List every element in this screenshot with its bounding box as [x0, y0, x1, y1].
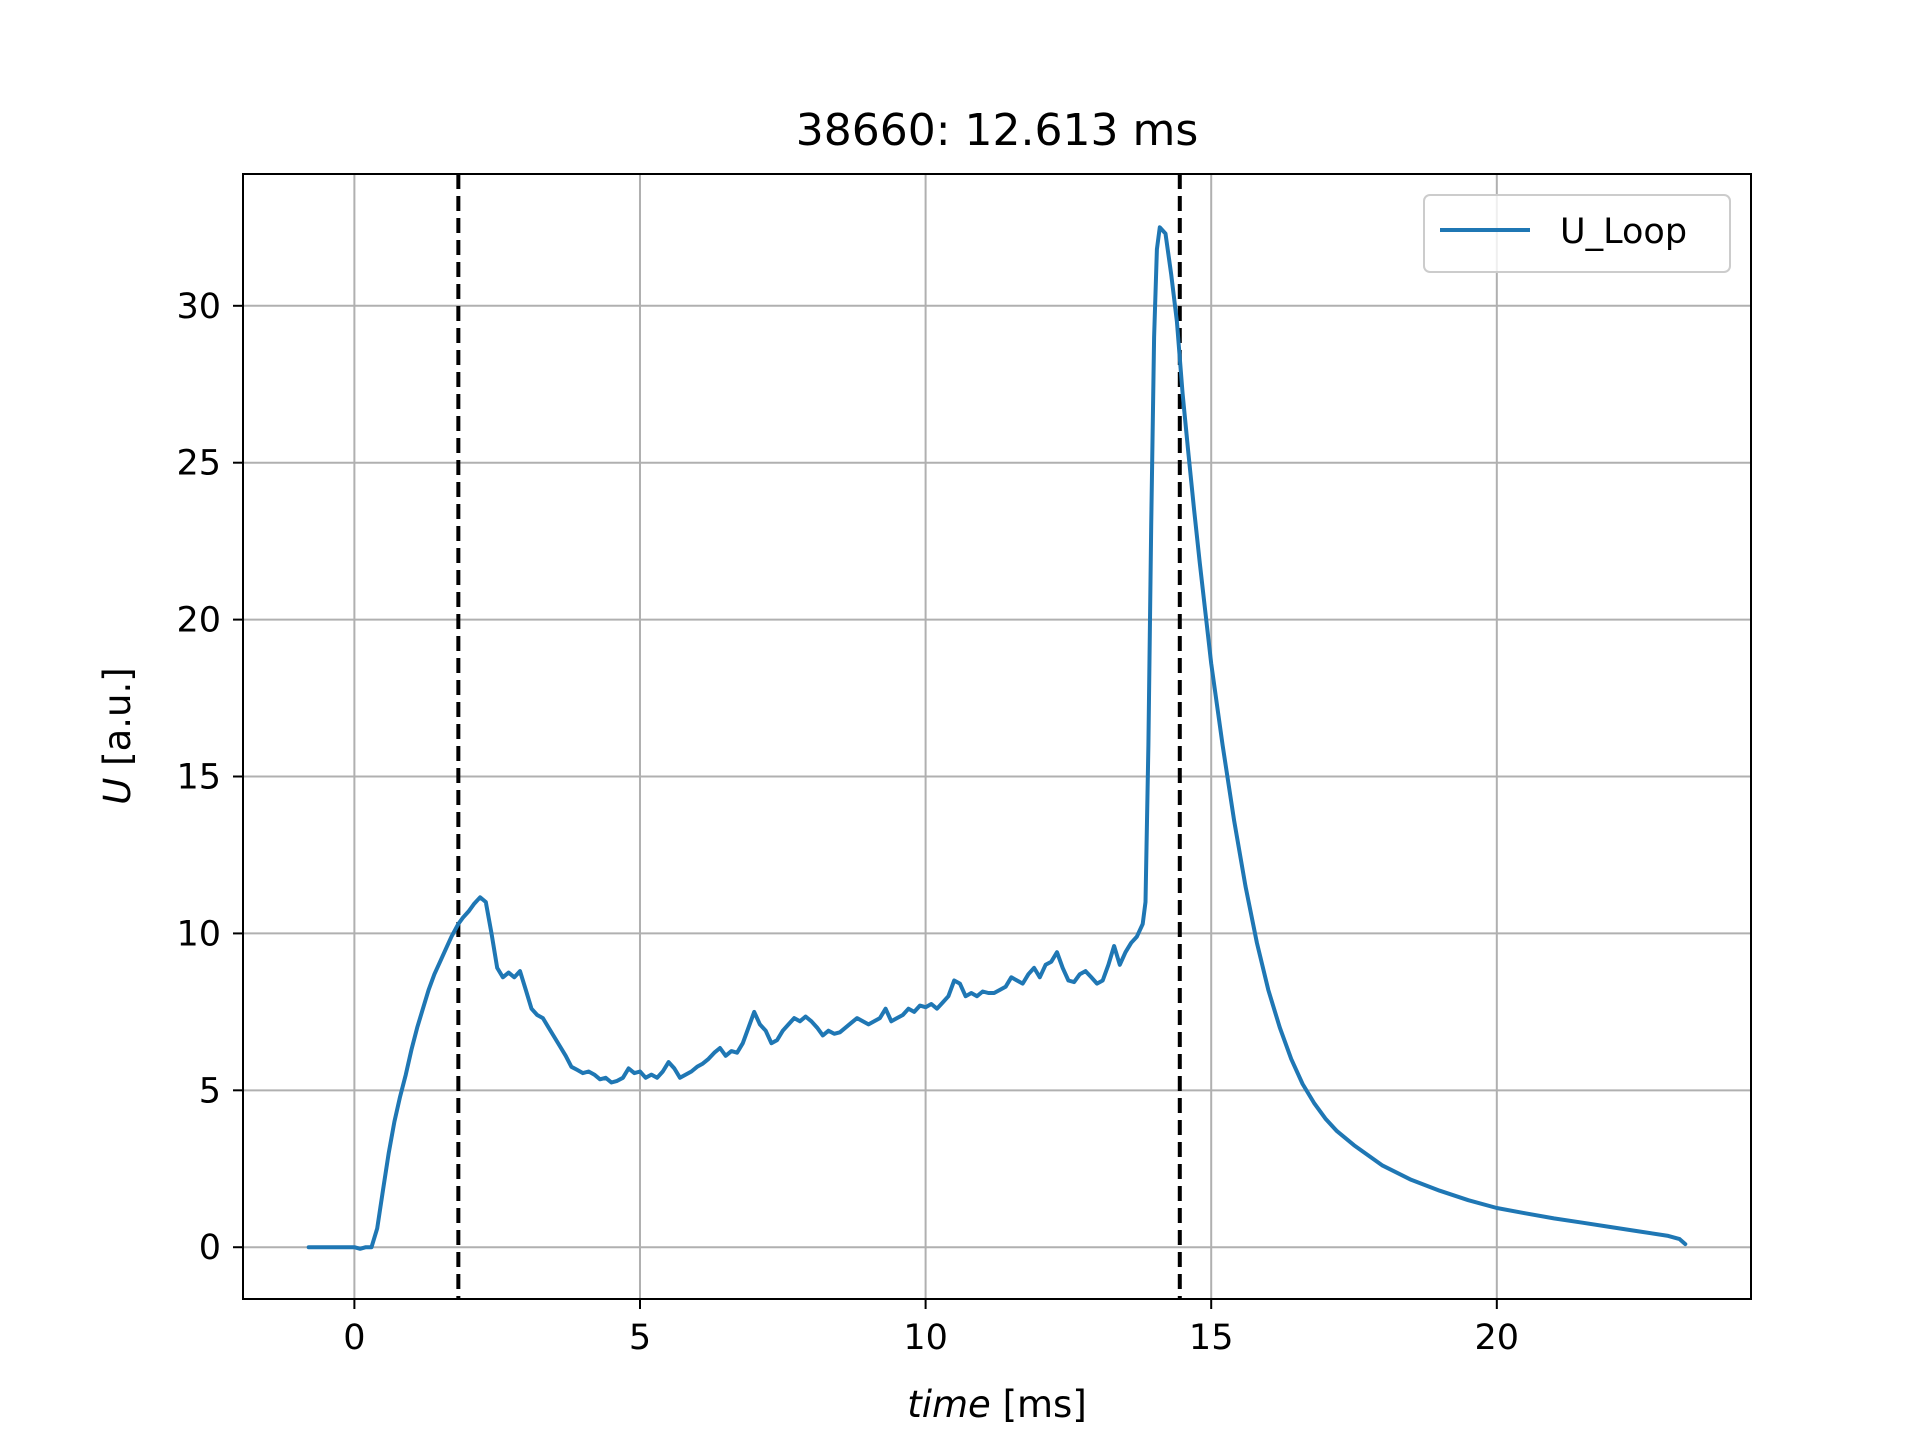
y-axis-label-unit: [a.u.]: [96, 667, 139, 777]
legend: U_Loop: [1423, 194, 1731, 273]
x-tick-label-0: 0: [343, 1318, 365, 1358]
y-axis-label-variable: U: [96, 778, 139, 805]
ticks: 0 5 10 15 20 0 5 10 15 20 25 30: [176, 287, 1519, 1358]
plot-frame: [242, 173, 1752, 1300]
grid: [243, 174, 1751, 1299]
plot-background: [243, 174, 1751, 1299]
x-tick-label-10: 10: [903, 1318, 948, 1358]
y-tick-label-30: 30: [176, 287, 221, 327]
series-line-u-loop: [306, 225, 1688, 1251]
x-tick-label-5: 5: [629, 1318, 651, 1358]
legend-label-u-loop: U_Loop: [1560, 212, 1687, 252]
y-tick-label-25: 25: [176, 444, 221, 484]
y-tick-label-10: 10: [176, 914, 221, 954]
x-axis-label-unit: [ms]: [991, 1383, 1087, 1426]
y-tick-label-20: 20: [176, 601, 221, 641]
x-tick-label-20: 20: [1475, 1318, 1520, 1358]
chart-title: 38660: 12.613 ms: [796, 105, 1199, 156]
x-tick-label-15: 15: [1189, 1318, 1234, 1358]
legend-frame: [1423, 194, 1731, 273]
series-layer: [306, 225, 1688, 1251]
x-axis-label: time [ms]: [907, 1383, 1087, 1426]
y-tick-label-5: 5: [199, 1071, 221, 1111]
y-tick-label-0: 0: [199, 1228, 221, 1268]
y-tick-label-15: 15: [176, 758, 221, 798]
y-axis-label: U [a.u.]: [96, 667, 139, 804]
x-axis-label-variable: time: [907, 1383, 991, 1426]
